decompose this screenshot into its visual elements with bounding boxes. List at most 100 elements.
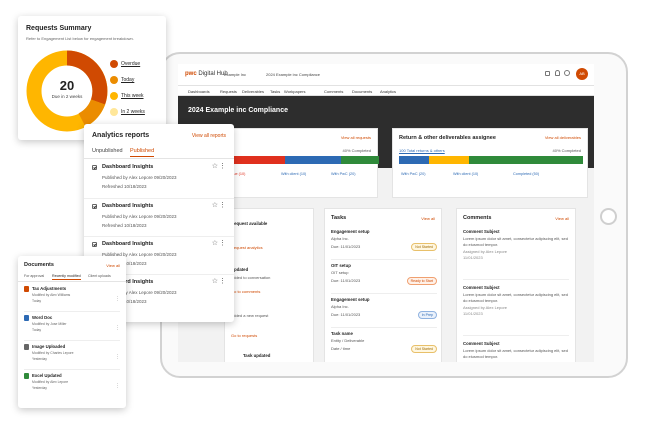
more-icon[interactable]: ⋮ (219, 240, 226, 247)
star-icon[interactable]: ☆ (211, 278, 218, 285)
more-icon[interactable]: ⋮ (115, 325, 120, 331)
comment-author: Assigned by Alex Lepore (463, 305, 508, 310)
nav-documents[interactable]: Documents (352, 89, 373, 94)
bar-with-client (429, 156, 469, 164)
documents-title: Documents (24, 262, 54, 268)
bar-with-client (285, 156, 341, 164)
comments-panel: Comments View all Comment Subject Lorem … (456, 208, 576, 362)
legend-today[interactable]: Today (121, 77, 135, 83)
nav-dashboards[interactable]: Dashboards (188, 89, 210, 94)
task-name: Task name (331, 331, 353, 336)
tasks-view-all[interactable]: View all (421, 216, 435, 221)
status-badge: Not Started (411, 345, 437, 353)
task-row[interactable]: OIT setup OIT setup Due: 11/01/2023 Read… (331, 263, 437, 293)
comment-item[interactable]: Comment Subject Lorem ipsum dolor sit am… (463, 341, 571, 362)
nav-comments[interactable]: Comments (324, 89, 344, 94)
star-icon[interactable]: ☆ (211, 240, 218, 247)
tablet-home-button (600, 208, 617, 225)
view-all-deliverables-link[interactable]: View all deliverables (544, 135, 581, 140)
tab-client-uploads[interactable]: Client uploads (88, 274, 111, 278)
legend-completed[interactable]: Completed (50) (513, 172, 540, 176)
comment-date: 11/01/2023 (463, 311, 483, 316)
more-icon[interactable]: ⋮ (115, 296, 120, 302)
task-client: Alpha Inc. (331, 236, 349, 241)
legend-with-pwc[interactable]: With PwC (20) (401, 172, 426, 176)
report-item[interactable]: Dashboard Insights Published by Alex Lep… (84, 162, 234, 200)
activity-note: added to conversation (231, 275, 271, 280)
task-due: Due: 11/01/2023 (331, 278, 361, 283)
avatar[interactable]: AB (576, 68, 588, 80)
bell-icon[interactable] (555, 70, 560, 76)
comments-title: Comments (463, 215, 492, 221)
comment-item[interactable]: Comment Subject Lorem ipsum dolor sit am… (463, 229, 571, 275)
help-icon[interactable] (564, 70, 570, 76)
nav-tasks[interactable]: Tasks (270, 89, 281, 94)
comment-subject: Comment Subject (463, 341, 500, 346)
report-item[interactable]: Dashboard Insights Published by Alex Lep… (84, 201, 234, 239)
status-badge: Ready to Start (406, 277, 437, 285)
task-row[interactable]: Engagement setup Alpha Inc. Due: 11/01/2… (331, 297, 437, 327)
nav-deliverables[interactable]: Deliverables (242, 89, 265, 94)
comment-body: Lorem ipsum dolor sit amet, consectetur … (463, 348, 568, 359)
legend-overdue[interactable]: Overdue (10) (223, 172, 246, 176)
view-all-requests-link[interactable]: View all requests (340, 135, 371, 140)
legend-in-2-weeks[interactable]: In 2 weeks (121, 109, 145, 115)
nav-requests[interactable]: Requests (220, 89, 237, 94)
legend-with-client[interactable]: With client (10) (281, 172, 307, 176)
returns-total[interactable]: 100 Total returns & others (399, 148, 445, 153)
breadcrumb-client[interactable]: Example Inc (224, 72, 247, 77)
comment-item[interactable]: Comment Subject Lorem ipsum dolor sit am… (463, 285, 571, 331)
document-item[interactable]: Word Doc Modified by Jose Miller Today ⋮ (18, 313, 126, 341)
tab-for-approval[interactable]: For approval (24, 274, 45, 278)
report-published: Published by Alex Lepore 09/20/2023 (102, 175, 177, 180)
comment-body: Lorem ipsum dolor sit amet, consectetur … (463, 292, 568, 303)
nav-analytics[interactable]: Analytics (380, 89, 397, 94)
legend-with-client[interactable]: With client (10) (453, 172, 479, 176)
document-item[interactable]: Excel Updated Modified by Alex Lepore Ye… (18, 371, 126, 399)
more-icon[interactable]: ⋮ (219, 202, 226, 209)
comment-date: 11/01/2023 (463, 255, 483, 260)
more-icon[interactable]: ⋮ (219, 163, 226, 170)
star-icon[interactable]: ☆ (211, 163, 218, 170)
legend-with-pwc[interactable]: With PwC (20) (331, 172, 356, 176)
image-icon (24, 344, 29, 350)
more-icon[interactable]: ⋮ (115, 383, 120, 389)
app-screen: pwc Digital Hub Example Inc 2024 Example… (178, 64, 594, 362)
file-icon (24, 315, 29, 321)
tab-recently-modified[interactable]: Recently modified (52, 274, 81, 280)
nav-workpapers[interactable]: Workpapers (284, 89, 306, 94)
report-checkbox[interactable] (92, 165, 97, 170)
tab-published[interactable]: Published (130, 148, 155, 157)
activity-link[interactable]: Go to comments (231, 289, 261, 294)
tab-unpublished[interactable]: Unpublished (92, 148, 123, 154)
document-meta: Modified by Charles Lepore (32, 351, 74, 355)
document-item[interactable]: Tax Adjustments Modified by Alex William… (18, 284, 126, 312)
chat-icon[interactable] (545, 71, 550, 76)
document-meta: Modified by Alex Williams (32, 293, 71, 297)
star-icon[interactable]: ☆ (211, 202, 218, 209)
activity-link[interactable]: Go to requests (231, 333, 258, 338)
legend-overdue[interactable]: Overdue (121, 61, 141, 67)
more-icon[interactable]: ⋮ (115, 354, 120, 360)
legend-this-week[interactable]: This week (121, 93, 144, 99)
report-checkbox[interactable] (92, 204, 97, 209)
main-nav: Dashboards Requests Deliverables Tasks W… (178, 86, 594, 96)
report-refreshed: Refreshed 10/18/2023 (102, 223, 147, 228)
comments-view-all[interactable]: View all (555, 216, 569, 221)
task-client: Entity / Deliverable (331, 338, 365, 343)
more-icon[interactable]: ⋮ (219, 278, 226, 285)
view-all-reports-link[interactable]: View all reports (191, 133, 226, 139)
app-topbar: pwc Digital Hub Example Inc 2024 Example… (178, 64, 594, 86)
document-item[interactable]: Image Uploaded Modified by Charles Lepor… (18, 342, 126, 370)
documents-view-all[interactable]: View all (106, 263, 120, 268)
breadcrumb-engagement[interactable]: 2024 Example inc Compliance (266, 72, 321, 77)
report-name: Dashboard Insights (102, 241, 154, 247)
document-name: Tax Adjustments (32, 286, 67, 291)
activity-link[interactable]: Request analytics (231, 245, 263, 250)
report-checkbox[interactable] (92, 242, 97, 247)
task-row[interactable]: Task name Entity / Deliverable Date / ti… (331, 331, 437, 361)
donut-chart (26, 50, 108, 132)
task-row[interactable]: Engagement setup Alpha Inc. Due: 11/01/2… (331, 229, 437, 259)
document-date: Today (32, 328, 42, 332)
requests-percent: 40% Completed (342, 148, 371, 153)
